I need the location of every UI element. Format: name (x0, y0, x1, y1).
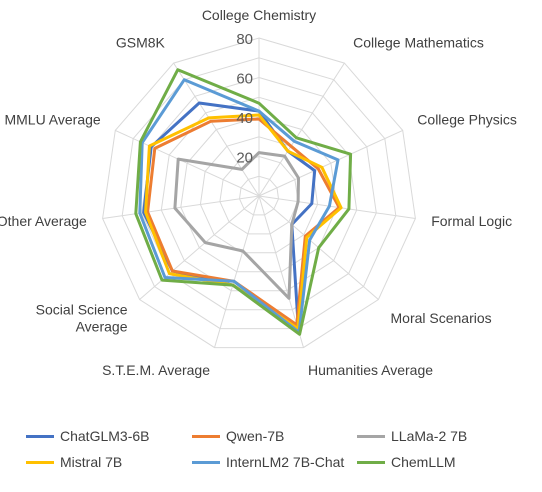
legend-swatch (26, 434, 54, 438)
axis-label: Moral Scenarios (391, 310, 492, 326)
axis-label: S.T.E.M. Average (102, 362, 210, 378)
grid-spoke (102, 195, 260, 219)
radial-tick-label: 60 (236, 71, 253, 88)
grid-ring (219, 155, 299, 235)
axis-label: Other Average (0, 213, 87, 229)
legend-item: Mistral 7B (26, 452, 122, 472)
axis-label: MMLU Average (4, 112, 100, 128)
grid-spoke (258, 129, 403, 197)
legend-item: InternLM2 7B-Chat (192, 452, 344, 472)
legend-label: ChemLLM (391, 454, 456, 470)
legend-label: ChatGLM3-6B (60, 428, 150, 444)
legend-label: Qwen-7B (226, 428, 285, 444)
grid-ring (102, 37, 416, 349)
radial-tick-label: 40 (236, 110, 253, 127)
legend-swatch (357, 460, 385, 464)
grid-spoke (173, 62, 260, 197)
axis-label: GSM8K (116, 35, 166, 51)
radial-tick-labels: 20 40 60 80 (236, 31, 253, 167)
legend-label: Mistral 7B (60, 454, 123, 470)
legend-swatch (192, 434, 220, 438)
axis-labels: College Chemistry College Mathematics Coll… (0, 7, 517, 378)
legend-label: LLaMa-2 7B (391, 428, 468, 444)
axis-label: Formal Logic (431, 213, 512, 229)
radar-chart: 20 40 60 80 College Chemistry College Mathem… (0, 7, 517, 378)
grid-ring (238, 175, 280, 216)
axis-label: College Chemistry (202, 7, 316, 23)
axis-label: Social Science Average (36, 301, 128, 334)
legend-label: InternLM2 7B-Chat (226, 454, 345, 470)
legend-swatch (26, 460, 54, 464)
series-line-qwen-7b (146, 117, 341, 327)
grid-spoke (214, 195, 260, 348)
radar-series (134, 68, 353, 336)
grid-ring (160, 96, 358, 292)
legend-swatch (357, 434, 385, 438)
legend-swatch (192, 460, 220, 464)
series-line-internlm2-7b-chat (138, 78, 340, 334)
series-line-mistral-7b (144, 113, 343, 331)
legend-item: Qwen-7B (192, 426, 284, 446)
series-line-llama-2-7b (173, 151, 300, 300)
grid-spoke (139, 195, 260, 300)
grid-ring (180, 116, 338, 273)
legend-item: ChemLLM (357, 452, 456, 472)
grid-ring (121, 57, 397, 330)
grid-spoke (258, 62, 345, 197)
legend-item: ChatGLM3-6B (26, 426, 149, 446)
axis-label: Humanities Average (308, 362, 433, 378)
radial-tick-label: 80 (236, 31, 253, 48)
series-line-chemllm (134, 68, 353, 336)
legend-item: LLaMa-2 7B (357, 426, 467, 446)
legend: ChatGLM3-6B Qwen-7B LLaMa-2 7B Mistral 7B In… (0, 426, 542, 486)
radial-tick-label: 20 (236, 150, 253, 167)
axis-label: College Physics (417, 112, 517, 128)
axis-label: College Mathematics (353, 35, 484, 51)
